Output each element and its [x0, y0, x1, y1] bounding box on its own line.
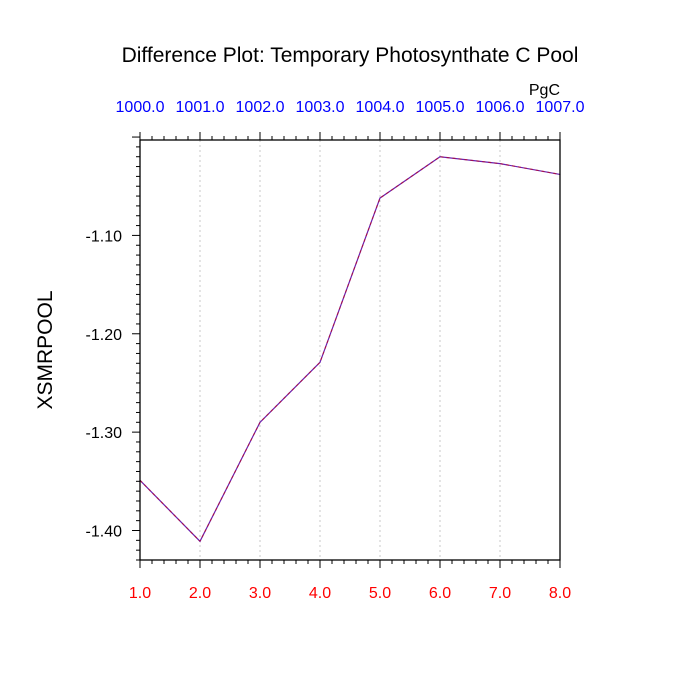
data-point — [439, 156, 441, 158]
units-label: PgC — [529, 82, 560, 99]
tick-labels: 1.0 2.0 3.0 4.0 5.0 6.0 7.0 8.0 1000.0 1001.0 1002… — [86, 99, 585, 602]
bottom-tick-label: 6.0 — [429, 585, 451, 602]
top-tick-label: 1004.0 — [356, 99, 405, 116]
bottom-tick-label: 4.0 — [309, 585, 331, 602]
bottom-tick-label: 7.0 — [489, 585, 511, 602]
bottom-tick-label: 2.0 — [189, 585, 211, 602]
data-point — [499, 163, 501, 165]
bottom-tick-label: 3.0 — [249, 585, 271, 602]
axis-ticks — [132, 132, 561, 568]
series-line — [139, 156, 561, 543]
series-line-dash-overlay — [139, 156, 561, 543]
top-tick-label: 1003.0 — [296, 99, 345, 116]
data-point — [259, 421, 261, 423]
y-axis-label: XSMRPOOL — [34, 290, 57, 409]
data-point — [199, 540, 201, 542]
data-point — [379, 197, 381, 199]
bottom-tick-label: 5.0 — [369, 585, 391, 602]
top-tick-label: 1007.0 — [536, 99, 585, 116]
top-tick-label: 1000.0 — [116, 99, 165, 116]
chart-title: Difference Plot: Temporary Photosynthate… — [122, 44, 579, 67]
data-series — [139, 156, 561, 543]
y-tick-label: -1.10 — [86, 228, 123, 245]
bottom-tick-label: 1.0 — [129, 585, 151, 602]
data-point — [319, 361, 321, 363]
y-tick-label: -1.40 — [86, 523, 123, 540]
y-tick-label: -1.30 — [86, 425, 123, 442]
top-tick-label: 1006.0 — [476, 99, 525, 116]
plot-frame — [139, 139, 561, 561]
top-tick-label: 1002.0 — [236, 99, 285, 116]
top-tick-label: 1005.0 — [416, 99, 465, 116]
y-tick-label: -1.20 — [86, 327, 123, 344]
bottom-tick-label: 8.0 — [549, 585, 571, 602]
top-tick-label: 1001.0 — [176, 99, 225, 116]
x-gridlines — [199, 140, 501, 560]
